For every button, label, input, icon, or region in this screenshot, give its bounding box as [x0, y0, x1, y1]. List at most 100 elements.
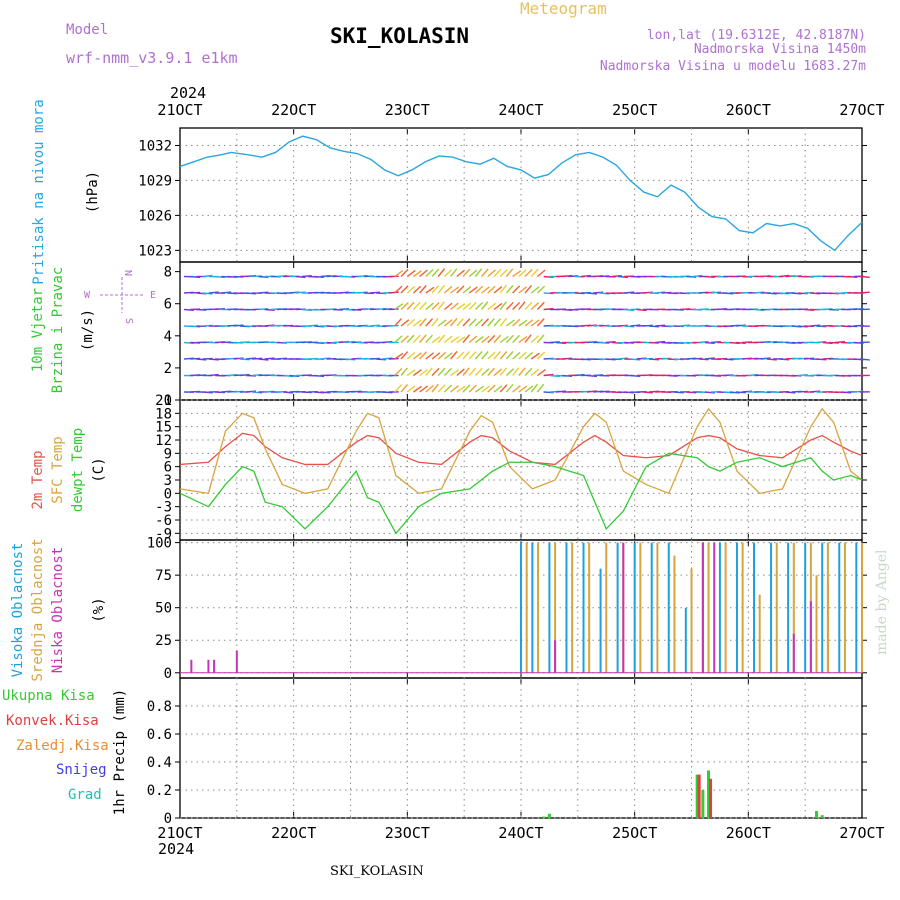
wind-arrow [816, 340, 827, 344]
wind-arrow [400, 335, 409, 344]
wind-arrow [481, 318, 489, 327]
y-tick-label: 9 [164, 446, 172, 462]
wind-arrow [462, 286, 472, 294]
wind-arrow [499, 335, 509, 344]
wind-arrow [419, 334, 427, 343]
wind-arrow [456, 303, 466, 311]
wind-arrow [400, 351, 409, 360]
compass-n: N [122, 270, 133, 276]
precip-legend-item: Ukupna Kisa [2, 688, 95, 704]
wind-arrow [543, 373, 554, 377]
y-tick-label: -3 [155, 500, 172, 516]
compass-e: E [150, 290, 156, 301]
wind-arrow [406, 352, 416, 360]
wind-arrow [530, 268, 539, 277]
wind-arrow [543, 307, 554, 311]
wind-arrow [543, 275, 554, 279]
wind-arrow [704, 357, 715, 360]
wind-arrow [487, 269, 496, 278]
wind-arrow [301, 274, 312, 278]
wind-arrow [412, 385, 423, 393]
precip-bar [709, 778, 713, 818]
wind-arrow [536, 285, 546, 294]
wind-arrow [487, 302, 497, 311]
wind-arrow [474, 351, 483, 360]
dewpt-series-line [179, 452, 863, 535]
wind-arrow [425, 334, 434, 343]
wind-arrow [258, 307, 269, 311]
cloud-tick-labels: 0 25 50 75 100 [147, 536, 867, 682]
wind-arrow [462, 268, 471, 277]
wind-arrow [524, 334, 532, 343]
wind-arrow [735, 391, 746, 394]
y-tick-label: 3 [164, 473, 172, 489]
wind-arrow [202, 292, 213, 295]
wind-arrow [437, 319, 447, 327]
wind-arrow [859, 291, 870, 294]
pressure-ylabel: Pritisak na nivou mora [31, 99, 47, 284]
temp-ylabel2: SFC Temp [50, 436, 66, 503]
wind-arrow [468, 301, 477, 310]
wind-arrow [481, 268, 489, 277]
wind-arrow [536, 301, 545, 310]
wind-arrow [530, 352, 540, 360]
wind-arrow [474, 336, 484, 344]
cloud-ylabel3: Niska Oblacnost [50, 547, 66, 673]
wind-arrow [443, 269, 453, 278]
wind-arrow [475, 385, 485, 393]
wind-arrow [797, 292, 808, 295]
wind-arrow [524, 301, 533, 310]
wind-arrow [456, 351, 465, 360]
wind-arrow [499, 317, 508, 327]
wind-arrow [394, 303, 404, 311]
wind-arrow [505, 285, 514, 294]
wind-arrow [593, 291, 604, 294]
wind-arrow [493, 334, 502, 343]
wind-arrow [400, 319, 410, 327]
wind-arrow [810, 324, 821, 327]
y-tick-label: 6 [164, 297, 172, 313]
wind-arrow [456, 385, 466, 393]
wind-arrow [698, 340, 709, 344]
wind-arrow [710, 291, 722, 294]
wind-arrow [425, 318, 434, 327]
wind-arrow [505, 301, 514, 310]
wind-arrow [524, 319, 534, 327]
wind-arrow [462, 334, 471, 343]
wind-arrow [450, 317, 458, 327]
y-tick-label: 2 [164, 361, 172, 377]
wind-arrow [536, 368, 546, 377]
wind-arrow [655, 324, 666, 327]
wind-arrow [481, 385, 491, 393]
pressure-series-line [179, 135, 863, 252]
cloud-ylabel2: Srednja Oblacnost [30, 538, 46, 681]
wind-arrow [394, 269, 404, 278]
wind-arrow [307, 324, 319, 327]
wind-arrow [524, 367, 533, 376]
wind-arrow [208, 291, 219, 294]
wind-tick-labels: 0 2 4 6 8 [164, 265, 867, 409]
wind-arrow [412, 319, 422, 327]
precip-bar [701, 790, 705, 818]
wind-arrow [456, 336, 466, 344]
wind-arrow [859, 358, 870, 361]
wind-arrow [221, 291, 232, 294]
wind-arrow [431, 285, 440, 294]
wind-arrow [456, 269, 465, 278]
wind-arrow [530, 368, 540, 377]
y-tick-label: 50 [155, 601, 172, 617]
wind-arrow [648, 325, 660, 328]
wind-arrow [406, 318, 416, 327]
wind-arrow [412, 352, 422, 360]
wind-arrow [785, 391, 796, 394]
wind-arrow [394, 335, 403, 344]
pressure-unit: (hPa) [85, 171, 101, 213]
y-tick-label: 1029 [138, 173, 172, 189]
wind-arrow [406, 334, 415, 343]
time-label-bottom: 24OCT [498, 824, 543, 842]
wind-arrow [487, 285, 496, 294]
precip-bar [815, 811, 819, 818]
wind-arrow [493, 368, 503, 377]
y-tick-label: 15 [155, 420, 172, 436]
